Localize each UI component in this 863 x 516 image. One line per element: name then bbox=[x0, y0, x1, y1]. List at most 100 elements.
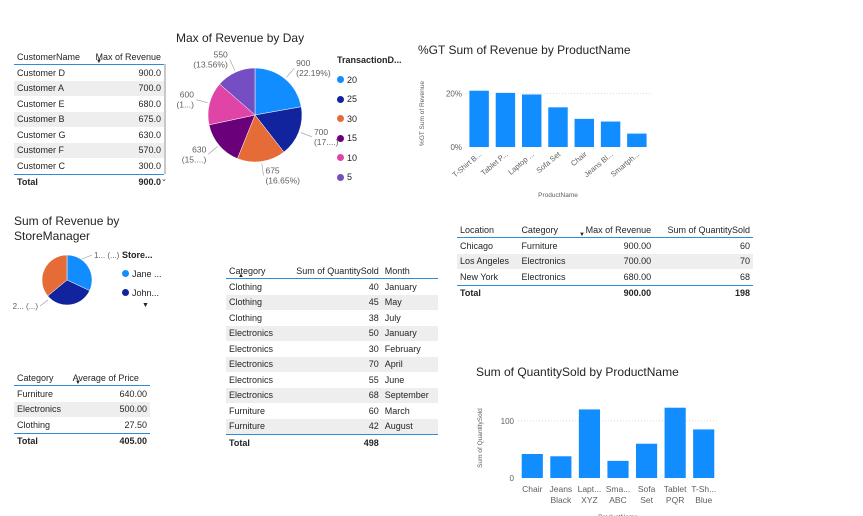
table-row[interactable]: Furniture 60 March bbox=[226, 403, 438, 419]
legend-item[interactable]: 10 bbox=[337, 148, 357, 168]
bar[interactable] bbox=[636, 443, 658, 478]
table-row[interactable]: Electronics 70 April bbox=[226, 356, 438, 372]
table-row[interactable]: Electronics 68 September bbox=[226, 387, 438, 403]
bar[interactable] bbox=[574, 118, 595, 147]
col-header-category[interactable]: Category bbox=[14, 365, 70, 386]
pie-slice[interactable] bbox=[254, 67, 302, 116]
bar[interactable] bbox=[607, 460, 629, 478]
table-row[interactable]: Customer E 680.0 bbox=[14, 96, 164, 112]
legend-item[interactable]: 15 bbox=[337, 129, 357, 149]
col-header-sum-qty[interactable]: Sum of QuantitySold bbox=[282, 258, 382, 279]
table-row[interactable]: Customer D 900.0 bbox=[14, 65, 164, 81]
x-tick-label: Smartph... bbox=[609, 150, 641, 179]
col-header-customername[interactable]: CustomerName bbox=[14, 44, 93, 65]
leader-line[interactable] bbox=[81, 254, 93, 260]
col-header-category[interactable]: Category bbox=[518, 217, 575, 238]
bar[interactable] bbox=[693, 429, 715, 478]
pie-slice[interactable] bbox=[254, 106, 303, 153]
gt-bar-title: %GT Sum of Revenue by ProductName bbox=[418, 43, 631, 57]
table-row[interactable]: Furniture 640.00 bbox=[14, 386, 150, 402]
table-row[interactable]: Electronics 500.00 bbox=[14, 401, 150, 417]
table-row[interactable]: Los Angeles Electronics 700.00 70 bbox=[457, 253, 753, 269]
leader-line[interactable] bbox=[195, 99, 208, 103]
table-row[interactable]: Clothing 38 July bbox=[226, 310, 438, 326]
legend-item[interactable]: 5 bbox=[337, 168, 357, 188]
col-header-month[interactable]: Month bbox=[381, 258, 438, 279]
leader-line[interactable] bbox=[286, 68, 295, 78]
bar[interactable] bbox=[521, 94, 542, 147]
leader-line[interactable] bbox=[300, 132, 313, 138]
x-tick-label: T-Shirt B... bbox=[450, 150, 483, 180]
table-row[interactable]: Customer C 300.0 bbox=[14, 158, 164, 174]
total-cell: 405.00 bbox=[69, 432, 150, 449]
bar[interactable] bbox=[548, 107, 568, 147]
table-cell: Electronics bbox=[518, 253, 575, 269]
table-row[interactable]: New York Electronics 680.00 68 bbox=[457, 269, 753, 285]
bar[interactable] bbox=[550, 456, 572, 478]
total-row: Total 405.00 bbox=[14, 432, 150, 449]
table-row[interactable]: Clothing 27.50 bbox=[14, 417, 150, 433]
table-cell: 60 bbox=[368, 405, 379, 416]
legend-label: 15 bbox=[347, 133, 358, 144]
table-row[interactable]: Electronics 50 January bbox=[226, 325, 438, 341]
store-manager-pie[interactable]: 1... (...) 2... (...) bbox=[10, 245, 125, 320]
bar[interactable] bbox=[627, 133, 647, 147]
data-label: 900 bbox=[296, 58, 310, 68]
pie-slice[interactable] bbox=[237, 114, 285, 163]
bar[interactable] bbox=[469, 90, 489, 147]
gt-bar-chart[interactable]: 0% 20% %GT Sum of Revenue T-Shirt B...Table… bbox=[414, 60, 664, 205]
sort-desc-icon[interactable]: ▼ bbox=[75, 380, 81, 386]
bar[interactable] bbox=[664, 407, 686, 478]
table-row[interactable]: Electronics 55 June bbox=[226, 372, 438, 388]
location-visual: Location Category Max of Revenue Sum of … bbox=[457, 217, 757, 301]
table-row[interactable]: Clothing 40 January bbox=[226, 279, 438, 295]
table-row[interactable]: Clothing 45 May bbox=[226, 294, 438, 310]
col-header-category[interactable]: Category bbox=[226, 258, 283, 279]
col-header-location[interactable]: Location bbox=[457, 217, 519, 238]
leader-line[interactable] bbox=[208, 146, 218, 155]
legend-item[interactable]: John... bbox=[122, 283, 162, 302]
table-cell: July bbox=[384, 312, 401, 323]
col-header-max-revenue[interactable]: Max of Revenue bbox=[574, 217, 655, 238]
table-row[interactable]: Customer G 630.0 bbox=[14, 127, 164, 143]
pie-slice[interactable] bbox=[66, 254, 93, 291]
legend-item[interactable]: 25 bbox=[337, 90, 357, 110]
pie-slice[interactable] bbox=[47, 279, 90, 306]
bar[interactable] bbox=[578, 409, 600, 478]
legend-item[interactable]: 30 bbox=[337, 109, 357, 129]
leader-line[interactable] bbox=[229, 59, 236, 71]
table-row[interactable]: Customer A 700.0 bbox=[14, 80, 164, 96]
bar[interactable] bbox=[495, 92, 516, 147]
bar[interactable] bbox=[600, 121, 621, 147]
pie-slice[interactable] bbox=[41, 254, 68, 297]
table-cell: Electronics bbox=[14, 401, 70, 417]
y-tick-label: 0% bbox=[450, 143, 462, 152]
legend-label: 25 bbox=[347, 94, 358, 105]
table-row[interactable]: Chicago Furniture 900.00 60 bbox=[457, 238, 753, 254]
sort-asc-icon[interactable]: ▲ bbox=[238, 273, 244, 279]
col-header-max-revenue[interactable]: Max of Revenue bbox=[92, 44, 164, 65]
leader-line[interactable] bbox=[261, 163, 264, 176]
legend-item[interactable]: Jane ... bbox=[122, 264, 162, 283]
col-header-sum-qty[interactable]: Sum of QuantitySold bbox=[654, 217, 753, 238]
table-cell: Furniture bbox=[521, 240, 558, 251]
col-header-average-price[interactable]: Average of Price bbox=[69, 365, 150, 386]
legend-item[interactable]: 20 bbox=[337, 70, 357, 90]
pie-day-chart[interactable]: 900(22.19%) 700(17....) 675(16.65%) 630(15.… bbox=[170, 48, 420, 198]
vertical-scrollbar[interactable] bbox=[164, 64, 166, 174]
table-cell: 30 bbox=[368, 343, 379, 354]
leader-line[interactable] bbox=[39, 299, 49, 307]
table-row[interactable]: Electronics 30 February bbox=[226, 341, 438, 357]
x-tick-label: ABC bbox=[609, 495, 626, 505]
table-row[interactable]: Customer F 570.0 bbox=[14, 142, 164, 158]
legend-more-icon[interactable]: ▼ bbox=[142, 302, 149, 309]
scroll-down-icon[interactable]: ⌄ bbox=[161, 176, 167, 183]
pie-slice[interactable] bbox=[219, 67, 256, 116]
table-row[interactable]: Customer B 675.0 bbox=[14, 111, 164, 127]
sort-desc-icon[interactable]: ▼ bbox=[96, 59, 102, 65]
bar[interactable] bbox=[521, 454, 543, 478]
table-row[interactable]: Furniture 42 August bbox=[226, 418, 438, 435]
sort-desc-icon[interactable]: ▼ bbox=[579, 232, 585, 238]
pie-slice[interactable] bbox=[208, 114, 256, 159]
